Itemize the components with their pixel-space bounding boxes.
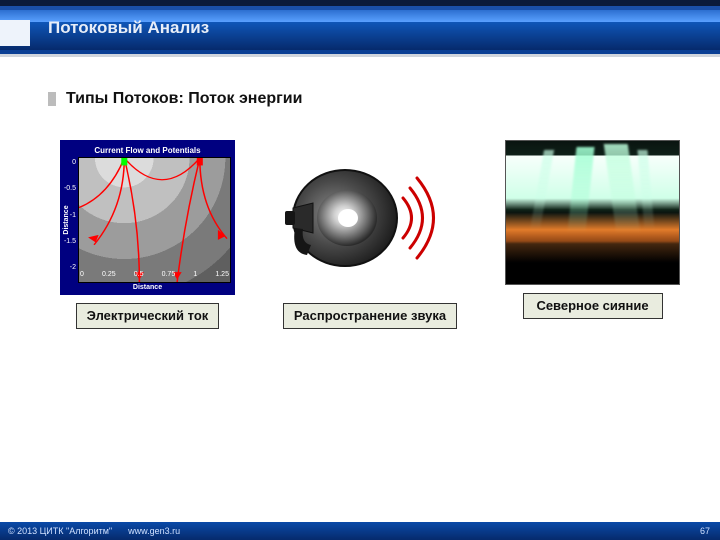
aurora-reflection — [506, 230, 679, 284]
page-number: 67 — [700, 526, 710, 536]
xtick: 0.5 — [134, 271, 144, 283]
item-electric-current: Current Flow and Potentials Distance 0 -… — [60, 140, 235, 329]
ytick: -1 — [70, 212, 76, 219]
item-aurora: Северное сияние — [505, 140, 680, 329]
subtitle-text: Типы Потоков: Поток энергии — [66, 90, 302, 108]
item-sound-propagation: Распространение звука — [283, 140, 458, 329]
chart-xlabel: Distance — [133, 284, 162, 291]
subtitle-row: Типы Потоков: Поток энергии — [48, 90, 302, 108]
ytick: -2 — [70, 264, 76, 271]
caption: Электрический ток — [76, 303, 220, 329]
ytick: -0.5 — [64, 185, 76, 192]
footer-copyright: © 2013 ЦИТК "Алгоритм" — [8, 526, 112, 536]
loudspeaker-icon — [285, 143, 455, 293]
aurora-streak — [530, 150, 554, 230]
xtick: 0.75 — [162, 271, 176, 283]
chart-overlay-svg — [79, 158, 230, 282]
chart-xaxis: 0 0.25 0.5 0.75 1 1.25 — [78, 271, 231, 283]
header-stripe — [0, 54, 720, 57]
footer: © 2013 ЦИТК "Алгоритм" www.gen3.ru 67 — [0, 522, 720, 540]
chart-plot — [78, 157, 231, 283]
slide: Потоковый Анализ Типы Потоков: Поток эне… — [0, 0, 720, 540]
xtick: 1 — [193, 271, 197, 283]
chart-body: Distance 0 -0.5 -1 -1.5 -2 — [64, 157, 231, 283]
items-row: Current Flow and Potentials Distance 0 -… — [60, 140, 680, 329]
aurora-streak — [637, 150, 654, 230]
xtick: 0.25 — [102, 271, 116, 283]
ytick: 0 — [72, 159, 76, 166]
header-accent — [0, 20, 30, 46]
footer-url: www.gen3.ru — [128, 526, 180, 536]
xtick: 1.25 — [215, 271, 229, 283]
ytick: -1.5 — [64, 238, 76, 245]
speaker-figure — [283, 140, 458, 295]
xtick: 0 — [80, 271, 84, 283]
caption: Распространение звука — [283, 303, 457, 329]
chart-ylabel: Distance — [63, 205, 70, 234]
bullet-icon — [48, 92, 56, 106]
caption: Северное сияние — [523, 293, 663, 319]
chart-title: Current Flow and Potentials — [94, 146, 200, 155]
aurora-figure — [505, 140, 680, 285]
chart-figure: Current Flow and Potentials Distance 0 -… — [60, 140, 235, 295]
page-title: Потоковый Анализ — [48, 18, 209, 38]
